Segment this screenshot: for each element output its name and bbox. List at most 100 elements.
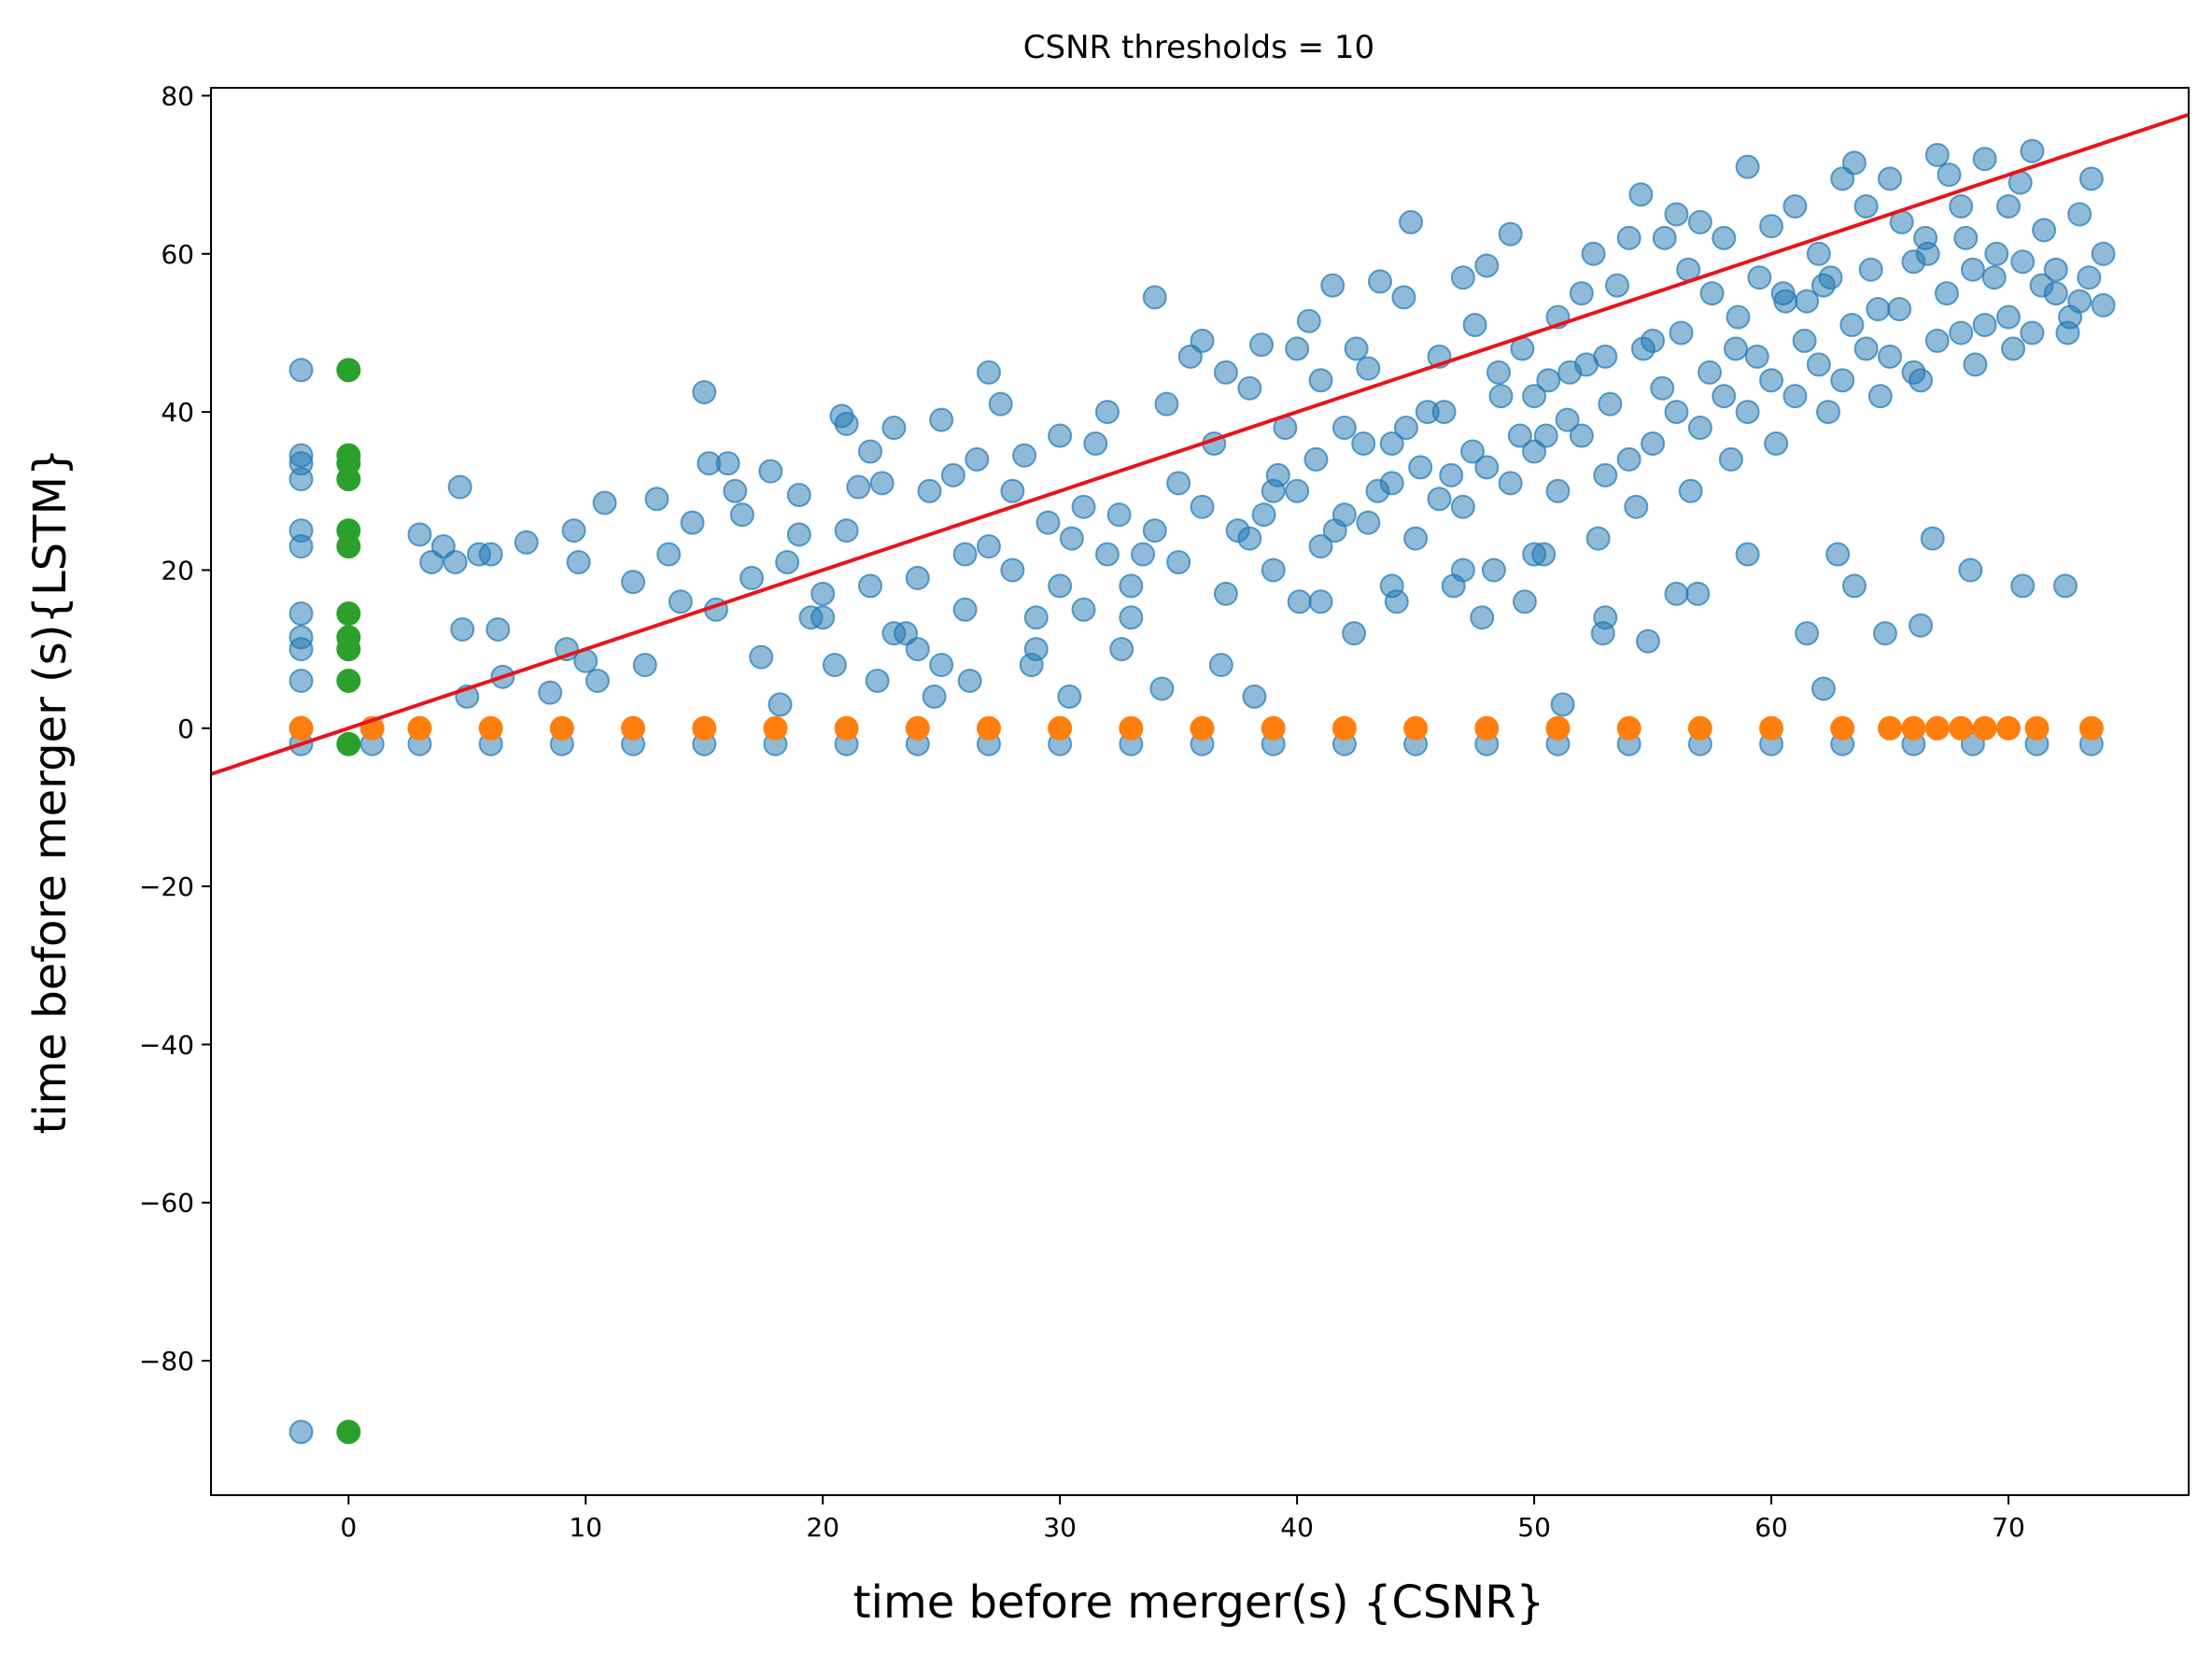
- predictions-point: [1393, 416, 1418, 441]
- predictions-point: [881, 621, 907, 646]
- predictions-point: [1887, 297, 1912, 322]
- predictions-point: [2091, 241, 2116, 266]
- predictions-point: [1759, 214, 1784, 239]
- predictions-point: [2010, 573, 2036, 599]
- predictions-point: [858, 573, 882, 599]
- plot-area: [211, 112, 2189, 1445]
- predictions-point: [1285, 478, 1310, 503]
- predictions-point: [680, 510, 705, 535]
- predictions-point: [1963, 352, 1988, 377]
- predictions-point: [1365, 478, 1390, 503]
- predictions-point: [1344, 336, 1369, 361]
- predictions-point: [1351, 431, 1376, 456]
- x-tick-label: 60: [1754, 1512, 1788, 1543]
- y-tick-label: 60: [161, 239, 194, 270]
- undetected-point: [1119, 715, 1144, 741]
- predictions-point: [1023, 605, 1049, 630]
- predictions-point: [407, 522, 432, 547]
- predictions-point: [1782, 384, 1808, 409]
- predictions-point: [1685, 581, 1711, 606]
- y-tick-label: −40: [139, 1029, 194, 1060]
- y-tick-label: 20: [161, 555, 194, 586]
- undetected-point: [1972, 715, 1997, 741]
- predictions-point: [1664, 400, 1689, 425]
- predictions-point: [2091, 292, 2116, 318]
- predictions-point: [1048, 573, 1073, 599]
- predictions-point: [1810, 676, 1836, 701]
- predictions-point: [940, 462, 965, 487]
- undetected-point: [1331, 715, 1357, 741]
- predictions-point: [1109, 637, 1134, 662]
- y-tick-label: 80: [161, 80, 194, 111]
- predictions-point: [1512, 589, 1537, 615]
- x-tick-label: 50: [1517, 1512, 1551, 1543]
- predictions-point: [1981, 265, 2007, 290]
- predictions-point: [952, 597, 978, 622]
- predictions-point: [1071, 597, 1096, 622]
- predictions-point: [1391, 285, 1416, 310]
- predictions-point: [1083, 431, 1108, 456]
- predictions-point: [858, 439, 882, 464]
- predictions-point: [1726, 304, 1751, 330]
- y-tick-label: −60: [139, 1188, 194, 1219]
- predictions-point: [1308, 589, 1333, 615]
- predictions-point: [1550, 692, 1575, 717]
- reference-line: [211, 112, 2189, 776]
- predictions-point: [1604, 273, 1629, 298]
- predictions-point: [1308, 368, 1333, 393]
- predictions-point: [957, 668, 982, 693]
- predictions-point: [1522, 439, 1547, 464]
- predictions-point: [538, 680, 563, 705]
- predictions-point: [1071, 494, 1096, 519]
- predictions-point: [561, 518, 586, 544]
- predictions-point: [289, 601, 314, 627]
- predictions-point: [729, 502, 754, 528]
- predictions-point: [1815, 400, 1840, 425]
- predictions-point: [1237, 526, 1262, 551]
- predictions-point: [1450, 558, 1475, 583]
- predictions-point: [1399, 209, 1424, 234]
- predictions-point: [881, 416, 907, 441]
- predictions-point: [1830, 368, 1855, 393]
- predictions-point: [1149, 676, 1175, 701]
- y-tick-label: 40: [161, 397, 194, 428]
- predictions-point: [1635, 629, 1660, 654]
- predictions-point: [1806, 352, 1831, 377]
- predictions-point: [1368, 269, 1393, 294]
- predictions-point: [621, 570, 646, 595]
- y-axis-label: time before merger (s){LSTM}: [24, 447, 77, 1134]
- predictions-point: [1507, 423, 1532, 448]
- predictions-point: [1000, 478, 1025, 503]
- predictions-point: [1825, 542, 1851, 567]
- undetected-point: [976, 715, 1001, 741]
- predictions-point: [1687, 209, 1712, 234]
- undetected-point: [1616, 715, 1641, 741]
- undetected-point: [1830, 715, 1855, 741]
- predictions-point: [976, 360, 1001, 385]
- predictions-point: [1166, 549, 1191, 574]
- predictions-point: [786, 483, 811, 508]
- predictions-point: [1450, 494, 1475, 519]
- predictions-point: [1641, 431, 1666, 456]
- x-tick-label: 0: [340, 1512, 357, 1543]
- y-axis: 80 60 40 20 0 −20 −40 −60 −80: [139, 80, 211, 1377]
- predictions-point: [1995, 193, 2021, 219]
- predictions-point: [1718, 446, 1743, 472]
- predictions-point: [1664, 581, 1689, 606]
- predictions-point: [1379, 573, 1404, 599]
- x-tick-label: 10: [569, 1512, 602, 1543]
- predictions-point: [905, 565, 930, 590]
- predictions-point: [2043, 257, 2068, 282]
- predictions-point: [1308, 534, 1333, 559]
- predictions-point: [1698, 360, 1723, 385]
- x-tick-label: 40: [1280, 1512, 1314, 1543]
- undetected-point: [1949, 715, 1974, 741]
- y-tick-label: −80: [139, 1346, 194, 1377]
- predictions-point: [1630, 336, 1655, 361]
- predictions-point: [988, 391, 1013, 417]
- predictions-point: [1723, 336, 1748, 361]
- zero-csnr-point: [336, 637, 361, 662]
- plot-frame: [210, 87, 2190, 1496]
